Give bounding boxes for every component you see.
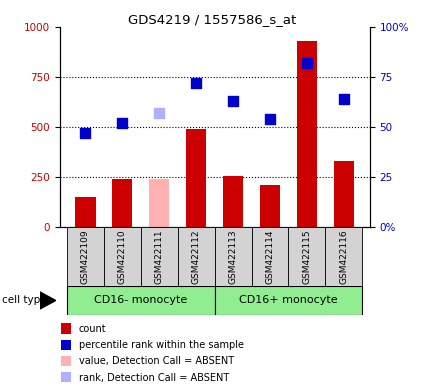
- Point: [303, 60, 310, 66]
- Bar: [186, 129, 206, 227]
- Point: [62, 358, 69, 364]
- Text: count: count: [79, 324, 106, 334]
- Text: CD16- monocyte: CD16- monocyte: [94, 295, 187, 306]
- Bar: [141, 227, 178, 286]
- Text: cell type: cell type: [2, 295, 47, 306]
- Point: [119, 120, 126, 126]
- Text: GSM422116: GSM422116: [340, 229, 348, 284]
- Point: [82, 130, 89, 136]
- Text: GSM422113: GSM422113: [229, 229, 238, 284]
- Text: GSM422114: GSM422114: [266, 229, 275, 283]
- Text: GSM422112: GSM422112: [192, 229, 201, 283]
- Point: [62, 342, 69, 348]
- Point: [230, 98, 236, 104]
- Text: GSM422111: GSM422111: [155, 229, 164, 284]
- Bar: [334, 161, 354, 227]
- Point: [266, 116, 273, 122]
- Text: GSM422109: GSM422109: [81, 229, 90, 284]
- Text: percentile rank within the sample: percentile rank within the sample: [79, 340, 244, 350]
- Bar: [178, 227, 215, 286]
- Bar: [67, 286, 215, 315]
- Text: CD16+ monocyte: CD16+ monocyte: [239, 295, 338, 306]
- Bar: [326, 227, 363, 286]
- Bar: [252, 227, 289, 286]
- Point: [62, 326, 69, 332]
- Point: [193, 80, 200, 86]
- Text: GDS4219 / 1557586_s_at: GDS4219 / 1557586_s_at: [128, 13, 297, 26]
- Bar: [149, 179, 170, 227]
- Bar: [297, 41, 317, 227]
- Text: GSM422115: GSM422115: [303, 229, 312, 284]
- Bar: [112, 179, 133, 227]
- Bar: [215, 227, 252, 286]
- Bar: [75, 197, 96, 227]
- Point: [340, 96, 347, 102]
- Text: value, Detection Call = ABSENT: value, Detection Call = ABSENT: [79, 356, 234, 366]
- Bar: [260, 185, 280, 227]
- Bar: [215, 286, 363, 315]
- Text: rank, Detection Call = ABSENT: rank, Detection Call = ABSENT: [79, 372, 229, 382]
- Bar: [289, 227, 326, 286]
- Bar: [104, 227, 141, 286]
- Polygon shape: [40, 292, 56, 309]
- Bar: [67, 227, 104, 286]
- Bar: [223, 175, 243, 227]
- Text: GSM422110: GSM422110: [118, 229, 127, 284]
- Point: [62, 374, 69, 381]
- Point: [156, 110, 163, 116]
